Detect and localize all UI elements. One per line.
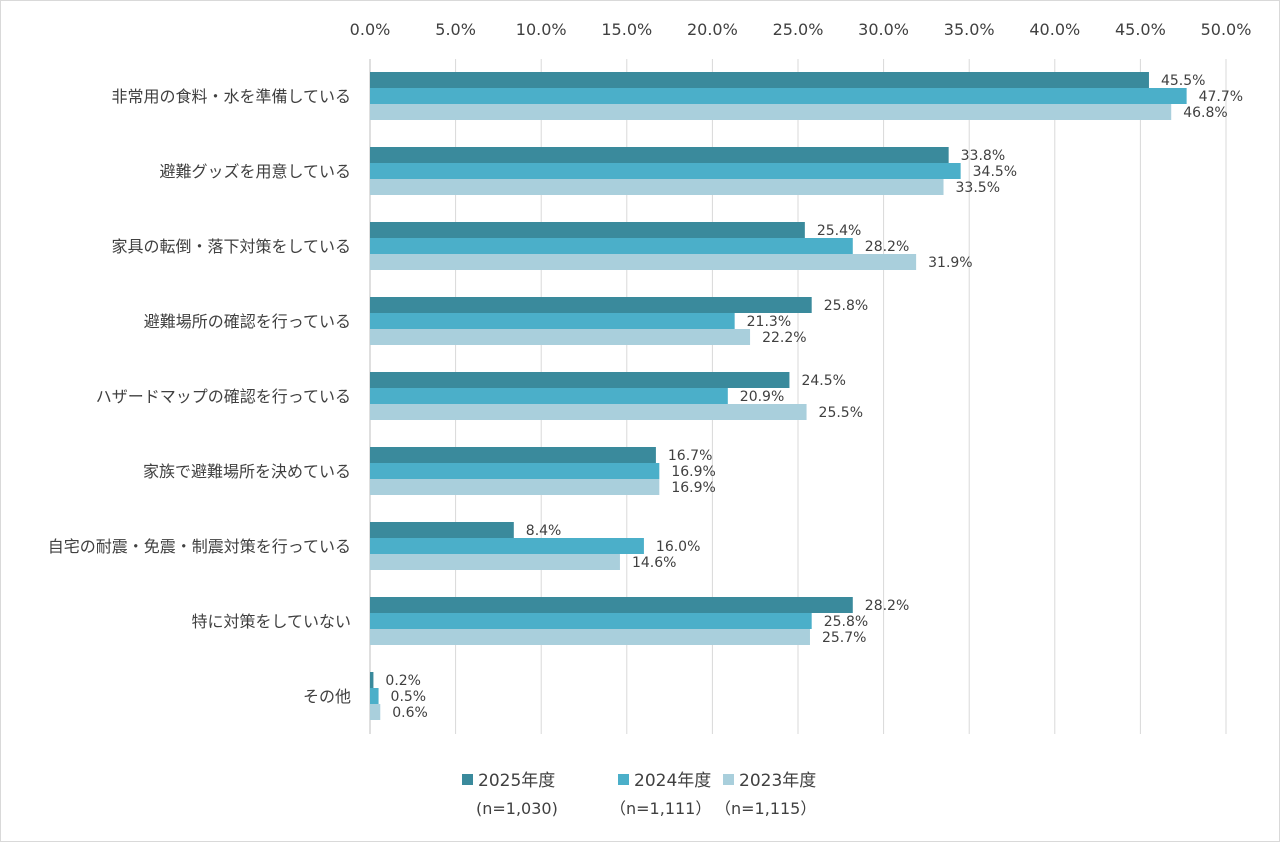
- bar: [370, 88, 1187, 104]
- legend-label: 2024年度: [634, 771, 711, 791]
- category-label: 避難グッズを用意している: [159, 162, 351, 181]
- x-tick-label: 15.0%: [601, 20, 652, 39]
- bar: [370, 254, 917, 270]
- data-label: 0.5%: [391, 689, 427, 705]
- bar: [370, 313, 735, 329]
- x-tick-label: 10.0%: [516, 20, 567, 39]
- data-label: 16.9%: [671, 480, 715, 496]
- bar: [370, 72, 1149, 88]
- bar: [370, 688, 379, 704]
- bar: [370, 463, 660, 479]
- data-label: 8.4%: [526, 523, 562, 539]
- bar: [370, 538, 644, 554]
- data-label: 22.2%: [762, 330, 806, 346]
- category-labels: 非常用の食料・水を準備している避難グッズを用意している家具の転倒・落下対策をして…: [48, 87, 351, 706]
- data-label: 0.2%: [385, 673, 421, 689]
- category-label: 非常用の食料・水を準備している: [111, 87, 351, 106]
- data-label: 25.8%: [824, 298, 868, 314]
- data-label: 28.2%: [865, 598, 909, 614]
- bar: [370, 388, 728, 404]
- data-label: 25.7%: [822, 630, 866, 646]
- bar: [370, 597, 853, 613]
- bar: [370, 629, 810, 645]
- bar: [370, 404, 807, 420]
- bar: [370, 613, 812, 629]
- bar: [370, 163, 961, 179]
- data-label: 0.6%: [392, 705, 428, 721]
- data-label: 20.9%: [740, 389, 784, 405]
- x-tick-label: 50.0%: [1201, 20, 1252, 39]
- data-label: 25.4%: [817, 223, 861, 239]
- category-label: 家族で避難場所を決めている: [143, 462, 351, 481]
- data-label: 16.7%: [668, 448, 712, 464]
- category-label: 特に対策をしていない: [191, 612, 351, 631]
- data-label: 21.3%: [747, 314, 791, 330]
- legend-n-label: （n=1,115）: [715, 799, 816, 818]
- bar: [370, 329, 751, 345]
- data-label: 25.5%: [819, 405, 863, 421]
- x-axis-ticks: 0.0% 5.0% 10.0% 15.0% 20.0% 25.0% 30.0% 35.0% 40…: [350, 20, 1252, 39]
- x-tick-label: 0.0%: [350, 20, 391, 39]
- category-label: 自宅の耐震・免震・制震対策を行っている: [48, 537, 351, 556]
- data-label: 33.5%: [956, 180, 1000, 196]
- legend-label: 2023年度: [739, 771, 816, 791]
- legend-n-label: （n=1,111）: [610, 799, 711, 818]
- x-tick-label: 5.0%: [435, 20, 476, 39]
- bar: [370, 522, 514, 538]
- data-label: 14.6%: [632, 555, 676, 571]
- data-labels: 45.5%47.7%46.8%33.8%34.5%33.5%25.4%28.2%…: [385, 73, 1243, 721]
- x-tick-label: 35.0%: [944, 20, 995, 39]
- x-tick-label: 20.0%: [687, 20, 738, 39]
- data-label: 45.5%: [1161, 73, 1205, 89]
- data-label: 25.8%: [824, 614, 868, 630]
- bar: [370, 222, 805, 238]
- bar: [370, 554, 620, 570]
- bar: [370, 179, 944, 195]
- bar: [370, 372, 790, 388]
- legend-swatch: [618, 774, 629, 785]
- category-label: 家具の転倒・落下対策をしている: [111, 237, 351, 256]
- bar: [370, 297, 812, 313]
- category-label: 避難場所の確認を行っている: [144, 312, 351, 331]
- bar: [370, 704, 381, 720]
- bar: [370, 479, 660, 495]
- data-label: 24.5%: [801, 373, 845, 389]
- x-tick-label: 30.0%: [858, 20, 909, 39]
- data-label: 46.8%: [1183, 105, 1227, 121]
- bar: [370, 238, 853, 254]
- legend-swatch: [723, 774, 734, 785]
- legend-label: 2025年度: [478, 771, 555, 791]
- bar: [370, 147, 949, 163]
- x-tick-label: 25.0%: [773, 20, 824, 39]
- bar: [370, 104, 1172, 120]
- data-label: 16.9%: [671, 464, 715, 480]
- legend-swatch: [462, 774, 473, 785]
- x-tick-label: 40.0%: [1029, 20, 1080, 39]
- data-label: 31.9%: [928, 255, 972, 271]
- data-label: 16.0%: [656, 539, 700, 555]
- data-label: 34.5%: [973, 164, 1017, 180]
- category-label: その他: [303, 687, 351, 706]
- bars: [370, 72, 1187, 720]
- bar: [370, 672, 374, 688]
- category-label: ハザードマップの確認を行っている: [96, 387, 351, 406]
- legend: 2025年度 (n=1,030) 2024年度 （n=1,111） 2023年度 （n=1…: [462, 771, 816, 818]
- x-tick-label: 45.0%: [1115, 20, 1166, 39]
- bar: [370, 447, 656, 463]
- data-label: 47.7%: [1199, 89, 1243, 105]
- data-label: 33.8%: [961, 148, 1005, 164]
- data-label: 28.2%: [865, 239, 909, 255]
- legend-n-label: (n=1,030): [476, 799, 558, 818]
